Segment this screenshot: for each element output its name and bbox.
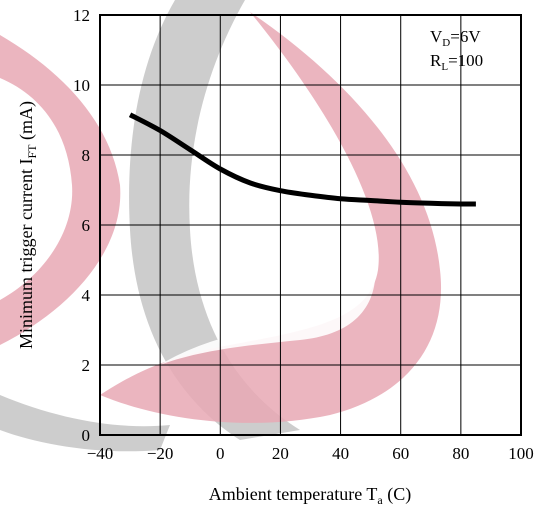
y-tick-label: 2 bbox=[82, 356, 91, 375]
y-axis-label: Minimum trigger current IFT (mA) bbox=[16, 101, 39, 349]
x-tick-label: 80 bbox=[452, 444, 469, 463]
tick-labels: −40 −20 0 20 40 60 80 100 0 2 4 6 8 10 12 bbox=[73, 6, 534, 463]
annotation-rl: RL=100 bbox=[430, 51, 483, 73]
y-axis-label-suffix: (mA) bbox=[16, 101, 37, 145]
plot-frame bbox=[99, 14, 522, 436]
x-axis-label-sub: a bbox=[377, 493, 383, 507]
x-axis-label: Ambient temperature Ta (C) bbox=[209, 484, 411, 507]
watermark-pink-swoosh bbox=[100, 12, 442, 423]
watermark-gray-band-lower bbox=[0, 395, 170, 452]
y-tick-label: 10 bbox=[73, 76, 90, 95]
watermark-pink-inner-cut bbox=[160, 40, 376, 365]
y-tick-label: 6 bbox=[82, 216, 91, 235]
watermark bbox=[0, 0, 442, 452]
watermark-pink-arc-left bbox=[0, 35, 121, 345]
plot-area bbox=[99, 14, 522, 436]
x-tick-label: 40 bbox=[332, 444, 349, 463]
x-axis-label-suffix: (C) bbox=[383, 484, 412, 505]
x-tick-label: −40 bbox=[87, 444, 114, 463]
x-tick-label: 0 bbox=[216, 444, 225, 463]
x-tick-label: 20 bbox=[272, 444, 289, 463]
x-tick-label: 60 bbox=[392, 444, 409, 463]
y-tick-label: 4 bbox=[82, 286, 91, 305]
series-line bbox=[128, 112, 476, 207]
y-tick-label: 8 bbox=[82, 146, 91, 165]
y-tick-label: 12 bbox=[73, 6, 90, 25]
x-tick-label: −20 bbox=[147, 444, 174, 463]
y-tick-label: 0 bbox=[82, 426, 91, 445]
watermark-gray-band bbox=[129, 0, 300, 440]
annotation-vd: VD=6V bbox=[430, 27, 481, 49]
y-axis-label-sub: FT bbox=[25, 144, 39, 159]
x-tick-label: 100 bbox=[508, 444, 534, 463]
annotation-box: VD=6V RL=100 bbox=[430, 27, 483, 73]
